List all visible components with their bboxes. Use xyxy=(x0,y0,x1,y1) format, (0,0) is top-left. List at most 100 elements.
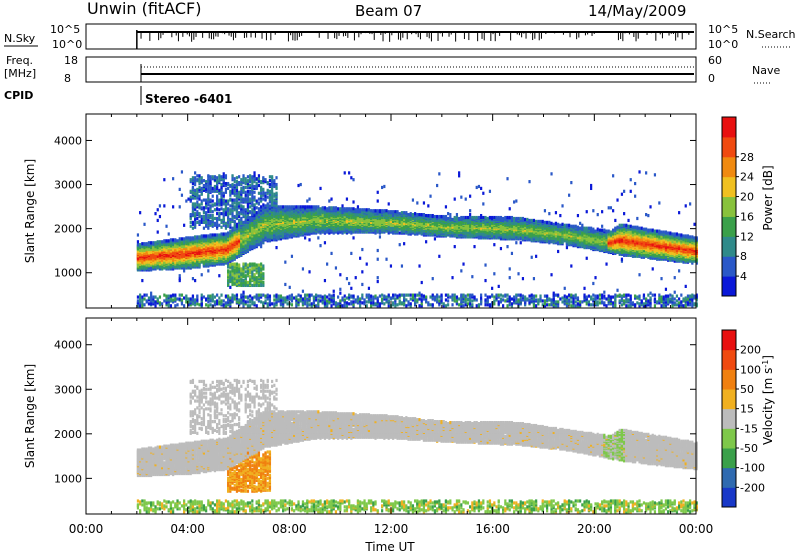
power-cell xyxy=(247,295,249,298)
power-cell xyxy=(348,282,350,285)
power-cell xyxy=(399,212,401,215)
power-cell xyxy=(229,296,231,299)
power-cell xyxy=(242,186,244,189)
power-cell xyxy=(253,191,255,194)
power-cell xyxy=(172,205,174,208)
power-cell xyxy=(284,296,286,299)
power-cell xyxy=(300,205,302,208)
power-cell xyxy=(196,174,198,177)
power-cell xyxy=(194,179,196,182)
power-cell xyxy=(225,182,227,185)
power-cell xyxy=(212,217,214,220)
power-cell xyxy=(251,284,253,287)
power-cell xyxy=(269,204,271,207)
power-cell xyxy=(198,197,200,200)
power-cell xyxy=(315,304,317,307)
power-cell xyxy=(216,294,218,297)
power-cell xyxy=(300,294,302,297)
power-cell xyxy=(262,192,264,195)
power-cell xyxy=(326,262,328,265)
power-cell xyxy=(275,294,277,297)
power-cell xyxy=(381,294,383,297)
power-cell xyxy=(179,297,181,300)
power-cell xyxy=(216,207,218,210)
power-cell xyxy=(368,294,370,297)
power-cell xyxy=(253,278,255,281)
power-cell xyxy=(256,177,258,180)
power-cell xyxy=(159,215,161,218)
power-cell xyxy=(234,184,236,187)
power-cell xyxy=(352,236,354,239)
power-cell xyxy=(176,239,178,242)
power-cell xyxy=(392,301,394,304)
power-cell xyxy=(271,180,273,183)
power-cell xyxy=(212,294,214,297)
power-cell xyxy=(249,210,251,213)
power-cell xyxy=(240,298,242,301)
power-cell xyxy=(339,207,341,210)
power-cell xyxy=(157,230,159,233)
power-cell xyxy=(245,300,247,303)
power-cell xyxy=(205,198,207,201)
power-cell xyxy=(218,224,220,227)
power-cell xyxy=(258,263,260,266)
power-cell xyxy=(350,176,352,179)
nsky-frame xyxy=(86,24,696,49)
power-cell xyxy=(291,294,293,297)
power-cell xyxy=(172,238,174,241)
power-cell xyxy=(328,199,330,202)
power-cell xyxy=(190,196,192,199)
power-cell xyxy=(324,241,326,244)
power-cell xyxy=(225,225,227,228)
power-cell xyxy=(170,238,172,241)
power-cell xyxy=(262,281,264,284)
power-cell xyxy=(273,198,275,201)
power-cell xyxy=(229,273,231,276)
power-cell xyxy=(381,209,383,212)
power-cell xyxy=(220,226,222,229)
power-cell xyxy=(227,187,229,190)
power-cell xyxy=(216,302,218,305)
power-cell xyxy=(275,246,277,249)
power-cell xyxy=(139,304,141,307)
power-cell xyxy=(291,296,293,299)
power-cell xyxy=(308,197,310,200)
power-cell xyxy=(306,199,308,202)
power-cell xyxy=(185,199,187,202)
power-cell xyxy=(350,252,352,255)
power-cell xyxy=(205,297,207,300)
power-cell xyxy=(227,269,229,272)
power-cell xyxy=(355,298,357,301)
power-cell xyxy=(218,208,220,211)
power-cell xyxy=(192,277,194,280)
power-cell xyxy=(370,294,372,297)
power-cell xyxy=(205,180,207,183)
power-cell xyxy=(275,176,277,179)
power-cell xyxy=(344,207,346,210)
power-cell xyxy=(352,303,354,306)
power-cell xyxy=(359,257,361,260)
power-cell xyxy=(238,301,240,304)
power-cell xyxy=(227,273,229,276)
power-cell xyxy=(401,294,403,297)
power-cell xyxy=(181,194,183,197)
power-cell xyxy=(355,208,357,211)
power-cell xyxy=(264,299,266,302)
power-cell xyxy=(264,195,266,198)
power-cell xyxy=(214,208,216,211)
power-cell xyxy=(258,294,260,297)
power-cell xyxy=(209,175,211,178)
power-cell xyxy=(249,298,251,301)
power-cell xyxy=(229,184,231,187)
power-cell xyxy=(198,220,200,223)
power-cell xyxy=(262,301,264,304)
nsky-label: N.Sky xyxy=(4,32,36,45)
power-cell xyxy=(394,304,396,307)
power-cell xyxy=(207,207,209,210)
power-cell xyxy=(209,299,211,302)
power-cell xyxy=(335,301,337,304)
power-cell xyxy=(203,179,205,182)
power-cell xyxy=(198,235,200,238)
power-cell xyxy=(165,225,167,228)
